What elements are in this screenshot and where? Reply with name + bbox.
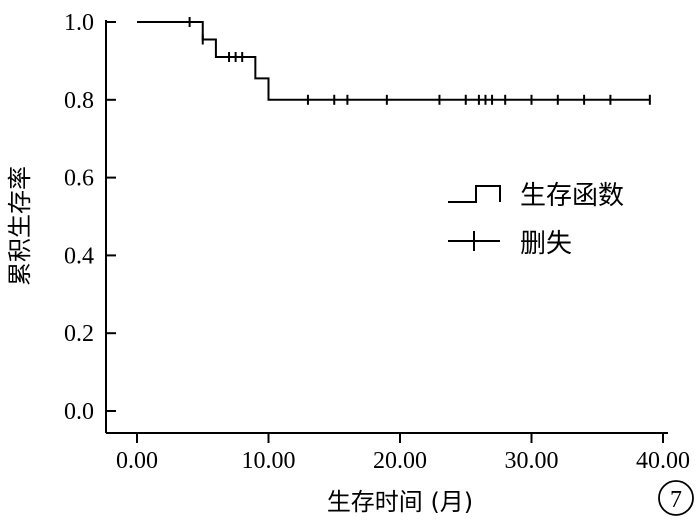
legend-survival-function: 生存函数 <box>520 181 624 211</box>
x-tick-label: 10.00 <box>242 448 296 474</box>
x-tick-label: 40.00 <box>636 448 690 474</box>
panel-label: 7 <box>658 480 694 516</box>
survival-step-line <box>137 21 650 101</box>
axes <box>105 20 668 434</box>
y-tick-label: 0.0 <box>64 399 94 425</box>
x-ticks: 0.00 10.00 20.00 30.00 40.00 <box>116 433 690 474</box>
plot-area <box>137 17 651 105</box>
panel-label-circle <box>658 480 694 516</box>
y-tick-label: 0.8 <box>64 88 94 114</box>
legend: 生存函数 删失 <box>448 181 624 259</box>
y-axis-title: 累积生存率 <box>6 166 34 286</box>
y-tick-label: 0.6 <box>64 166 94 192</box>
y-ticks: 0.0 0.2 0.4 0.6 0.8 1.0 <box>64 10 116 425</box>
x-tick-label: 20.00 <box>373 448 427 474</box>
legend-censored: 删失 <box>520 229 572 259</box>
x-tick-label: 0.00 <box>116 448 158 474</box>
panel-label-number: 7 <box>670 487 682 513</box>
y-tick-label: 0.4 <box>64 243 94 269</box>
x-axis-title: 生存时间 (月) <box>327 488 473 516</box>
legend-step-symbol <box>448 185 501 203</box>
y-tick-label: 1.0 <box>64 10 94 36</box>
y-tick-label: 0.2 <box>64 321 94 347</box>
x-tick-label: 30.00 <box>505 448 559 474</box>
